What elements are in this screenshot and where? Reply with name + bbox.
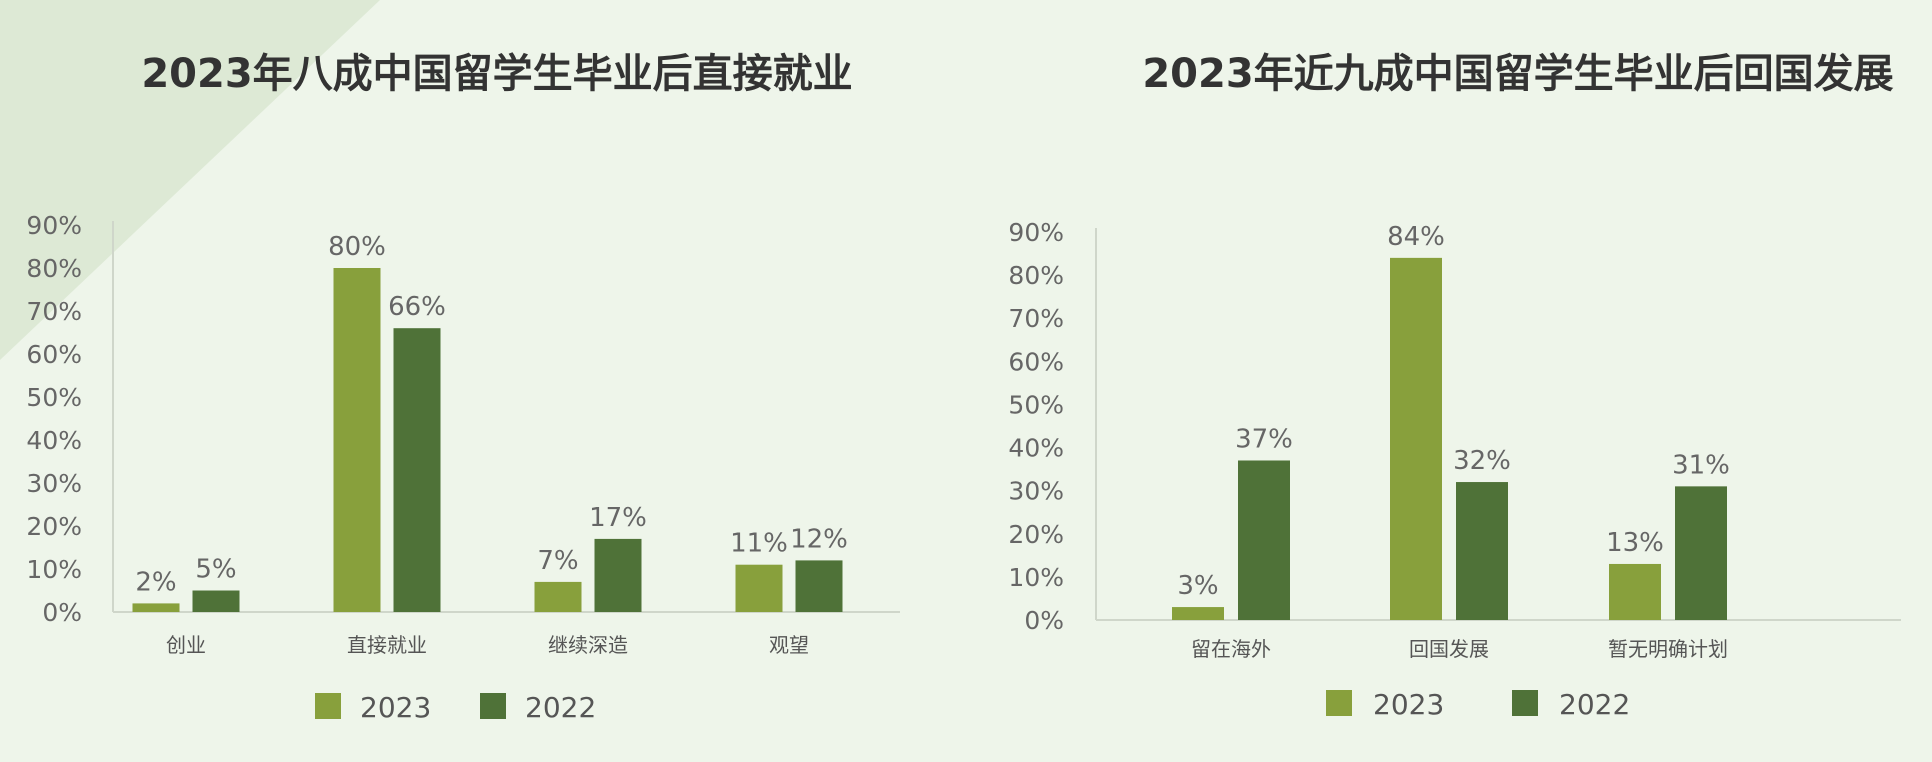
chart-title: 2023年近九成中国留学生毕业后回国发展 bbox=[1142, 51, 1893, 97]
bar-2023 bbox=[1609, 563, 1661, 620]
bar-2023 bbox=[333, 268, 381, 612]
data-labels: 3% 37% 84% 32% 13% 31% bbox=[1177, 222, 1730, 601]
data-label: 32% bbox=[1453, 446, 1511, 476]
bars bbox=[1172, 257, 1727, 620]
data-label: 3% bbox=[1177, 571, 1218, 601]
data-label: 37% bbox=[1235, 424, 1293, 454]
y-tick-label: 30% bbox=[1008, 477, 1064, 506]
bar-2023 bbox=[735, 564, 783, 612]
chart-return-home: 2023年近九成中国留学生毕业后回国发展 0% 10% 20% 30% 40% 50% 60… bbox=[1008, 51, 1901, 721]
y-tick-label: 70% bbox=[26, 297, 82, 326]
legend-label: 2023 bbox=[1373, 688, 1444, 721]
data-label: 11% bbox=[730, 529, 788, 559]
bar-2022 bbox=[795, 560, 843, 612]
data-label: 13% bbox=[1606, 528, 1664, 558]
y-tick-label: 0% bbox=[1024, 606, 1064, 635]
legend-swatch-2023 bbox=[1326, 690, 1352, 716]
category-label: 回国发展 bbox=[1409, 637, 1489, 661]
y-tick-label: 40% bbox=[1008, 434, 1064, 463]
y-tick-label: 20% bbox=[1008, 520, 1064, 549]
y-tick-label: 10% bbox=[1008, 563, 1064, 592]
y-tick-label: 90% bbox=[26, 211, 82, 240]
x-axis-categories: 创业 直接就业 继续深造 观望 bbox=[166, 633, 809, 657]
y-tick-label: 60% bbox=[26, 340, 82, 369]
x-axis-categories: 留在海外 回国发展 暂无明确计划 bbox=[1191, 637, 1728, 661]
bar-2022 bbox=[1675, 486, 1727, 620]
y-axis-ticks: 0% 10% 20% 30% 40% 50% 60% 70% 80% 90% bbox=[1008, 218, 1064, 635]
chart-direct-employment: 2023年八成中国留学生毕业后直接就业 0% 10% 20% 30% 40% 50% 60%… bbox=[26, 51, 900, 724]
bar-2022 bbox=[1238, 460, 1290, 620]
legend: 2023 2022 bbox=[315, 691, 596, 724]
legend-label: 2022 bbox=[525, 691, 596, 724]
data-label: 31% bbox=[1672, 450, 1730, 480]
chart-title: 2023年八成中国留学生毕业后直接就业 bbox=[141, 51, 852, 97]
y-tick-label: 80% bbox=[26, 254, 82, 283]
legend: 2023 2022 bbox=[1326, 688, 1630, 721]
category-label: 继续深造 bbox=[548, 633, 628, 657]
data-label: 84% bbox=[1387, 222, 1445, 252]
legend-swatch-2022 bbox=[480, 693, 506, 719]
data-label: 12% bbox=[790, 524, 848, 554]
data-labels: 2% 5% 80%66% 7% 17% 11% 12% bbox=[135, 232, 848, 597]
bar-2023 bbox=[534, 581, 582, 612]
y-tick-label: 50% bbox=[1008, 390, 1064, 419]
data-label: 80% bbox=[328, 232, 386, 262]
y-tick-label: 90% bbox=[1008, 218, 1064, 247]
data-label: 5% bbox=[195, 555, 236, 585]
y-tick-label: 70% bbox=[1008, 304, 1064, 333]
y-tick-label: 40% bbox=[26, 426, 82, 455]
y-axis-ticks: 0% 10% 20% 30% 40% 50% 60% 70% 80% 90% bbox=[26, 211, 82, 627]
data-label: 2% bbox=[135, 567, 176, 597]
bars bbox=[132, 268, 843, 612]
y-tick-label: 10% bbox=[26, 555, 82, 584]
legend-label: 2022 bbox=[1559, 688, 1630, 721]
category-label: 直接就业 bbox=[347, 633, 427, 657]
category-label: 创业 bbox=[166, 633, 206, 657]
bar-2022 bbox=[594, 538, 642, 612]
legend-label: 2023 bbox=[360, 691, 431, 724]
data-label: 17% bbox=[589, 503, 647, 533]
category-label: 暂无明确计划 bbox=[1608, 637, 1728, 661]
bar-2022 bbox=[192, 590, 240, 612]
bar-2023 bbox=[1172, 607, 1224, 620]
data-label: 66% bbox=[388, 292, 446, 322]
y-tick-label: 50% bbox=[26, 383, 82, 412]
category-label: 留在海外 bbox=[1191, 637, 1271, 661]
y-tick-label: 60% bbox=[1008, 347, 1064, 376]
bar-2022 bbox=[393, 328, 441, 612]
bar-2023 bbox=[132, 603, 180, 612]
y-tick-label: 0% bbox=[42, 598, 82, 627]
y-tick-label: 80% bbox=[1008, 261, 1064, 290]
legend-swatch-2023 bbox=[315, 693, 341, 719]
y-tick-label: 30% bbox=[26, 469, 82, 498]
bar-2022 bbox=[1456, 482, 1508, 620]
y-tick-label: 20% bbox=[26, 512, 82, 541]
category-label: 观望 bbox=[769, 633, 809, 657]
data-label: 7% bbox=[537, 546, 578, 576]
bar-2023 bbox=[1390, 257, 1442, 620]
legend-swatch-2022 bbox=[1512, 690, 1538, 716]
